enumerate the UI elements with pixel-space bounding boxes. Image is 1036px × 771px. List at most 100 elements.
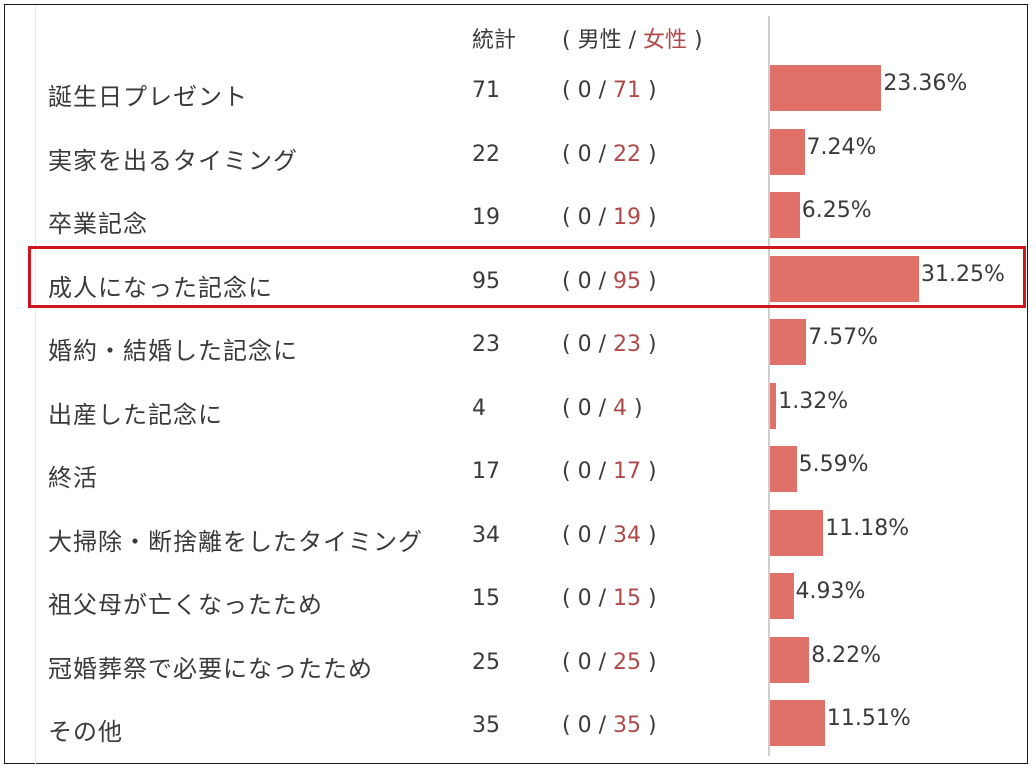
table-row: 誕生日プレゼント 71( 0 / 71 ) 23.36% <box>0 65 1036 129</box>
percent-label: 31.25% <box>921 261 1005 287</box>
category-label: 婚約・結婚した記念に <box>48 337 298 365</box>
header-close-paren: ) <box>687 28 703 53</box>
table-row: 大掃除・断捨離をしたタイミング 34( 0 / 34 ) 11.18% <box>0 509 1036 574</box>
close-paren: ) <box>640 141 657 167</box>
close-paren: ) <box>626 395 643 421</box>
table-row: 終活 17( 0 / 17 ) 5.59% <box>0 446 1036 510</box>
male-count: ( 0 / <box>562 522 613 548</box>
close-paren: ) <box>640 205 657 230</box>
percent-label: 6.25% <box>801 198 872 223</box>
bar <box>770 446 797 492</box>
close-paren: ) <box>640 78 657 103</box>
bar <box>770 509 824 556</box>
percent-label: 11.51% <box>826 706 911 731</box>
percent-label: 4.93% <box>795 579 866 604</box>
female-count: 25 <box>612 649 641 675</box>
female-count: 23 <box>612 332 641 357</box>
gender-split: ( 0 / 15 ) <box>562 586 657 611</box>
total-count: 25 <box>472 649 500 675</box>
bar <box>770 636 810 683</box>
total-count: 15 <box>472 586 500 611</box>
table-row: 卒業記念 19( 0 / 19 ) 6.25% <box>0 192 1036 256</box>
male-count: ( 0 / <box>562 713 613 738</box>
chart-frame <box>4 4 1028 764</box>
gender-split: ( 0 / 35 ) <box>562 713 657 738</box>
total-count: 95 <box>472 268 500 294</box>
table-row: 実家を出るタイミング 22( 0 / 22 ) 7.24% <box>0 128 1036 193</box>
close-paren: ) <box>640 586 657 611</box>
bar <box>770 573 794 619</box>
total-count: 35 <box>472 713 500 738</box>
male-count: ( 0 / <box>562 78 613 103</box>
gender-split: ( 0 / 22 ) <box>562 142 657 167</box>
female-count: 19 <box>612 205 641 230</box>
bar <box>770 700 825 746</box>
category-label: 成人になった記念に <box>48 273 273 302</box>
bar <box>770 128 805 175</box>
male-count: ( 0 / <box>562 586 613 611</box>
gender-split: ( 0 / 17 ) <box>562 459 657 484</box>
close-paren: ) <box>640 332 657 357</box>
percent-label: 23.36% <box>883 71 968 96</box>
gender-split: ( 0 / 34 ) <box>562 523 657 548</box>
bar-axis <box>768 16 770 756</box>
close-paren: ) <box>640 649 657 675</box>
female-count: 35 <box>612 713 641 738</box>
left-guide-line <box>35 5 36 765</box>
percent-label: 1.32% <box>778 388 849 414</box>
male-count: ( 0 / <box>562 395 613 421</box>
percent-label: 11.18% <box>825 515 910 541</box>
category-label: その他 <box>48 718 123 746</box>
header-gender-split: ( 男性 / 女性 ) <box>562 22 703 54</box>
table-row: その他 35( 0 / 35 ) 11.51% <box>0 700 1036 764</box>
total-count: 34 <box>472 522 500 548</box>
gender-split: ( 0 / 19 ) <box>562 205 657 230</box>
table-row: 祖父母が亡くなったため 15( 0 / 15 ) 4.93% <box>0 573 1036 637</box>
close-paren: ) <box>640 522 657 548</box>
gender-split: ( 0 / 25 ) <box>562 650 657 675</box>
male-count: ( 0 / <box>562 649 613 675</box>
gender-split: ( 0 / 71 ) <box>562 78 657 103</box>
female-count: 17 <box>612 459 641 484</box>
header-male: 男性 <box>577 28 622 53</box>
category-label: 卒業記念 <box>48 210 148 238</box>
category-label: 大掃除・断捨離をしたタイミング <box>48 527 423 556</box>
close-paren: ) <box>640 459 657 484</box>
female-count: 15 <box>612 586 641 611</box>
gender-split: ( 0 / 23 ) <box>562 332 657 357</box>
category-label: 出産した記念に <box>48 400 223 429</box>
close-paren: ) <box>640 713 657 738</box>
header-open-paren: ( <box>562 28 578 53</box>
category-label: 終活 <box>48 464 98 492</box>
female-count: 22 <box>612 141 641 167</box>
female-count: 71 <box>612 78 641 103</box>
female-count: 95 <box>612 268 641 294</box>
table-row: 婚約・結婚した記念に 23( 0 / 23 ) 7.57% <box>0 319 1036 383</box>
gender-split: ( 0 / 4 ) <box>562 396 643 421</box>
male-count: ( 0 / <box>562 268 613 294</box>
table-row: 冠婚葬祭で必要になったため 25( 0 / 25 ) 8.22% <box>0 636 1036 701</box>
header-slash: / <box>621 28 643 53</box>
category-label: 祖父母が亡くなったため <box>48 591 323 619</box>
bar <box>770 192 800 238</box>
male-count: ( 0 / <box>562 141 613 167</box>
gender-split: ( 0 / 95 ) <box>562 269 657 294</box>
bar <box>770 319 807 365</box>
percent-label: 7.24% <box>806 134 877 160</box>
total-count: 19 <box>472 205 500 230</box>
female-count: 34 <box>612 522 641 548</box>
bar <box>770 65 882 111</box>
percent-label: 5.59% <box>798 452 869 477</box>
category-label: 冠婚葬祭で必要になったため <box>48 654 373 683</box>
table-row: 成人になった記念に 95( 0 / 95 ) 31.25% <box>0 255 1036 320</box>
male-count: ( 0 / <box>562 332 613 357</box>
close-paren: ) <box>640 268 657 294</box>
total-count: 23 <box>472 332 500 357</box>
female-count: 4 <box>612 395 627 421</box>
male-count: ( 0 / <box>562 459 613 484</box>
header-total: 統計 <box>472 28 517 53</box>
category-label: 実家を出るタイミング <box>48 146 298 175</box>
male-count: ( 0 / <box>562 205 613 230</box>
category-label: 誕生日プレゼント <box>48 83 248 111</box>
total-count: 71 <box>472 78 500 103</box>
